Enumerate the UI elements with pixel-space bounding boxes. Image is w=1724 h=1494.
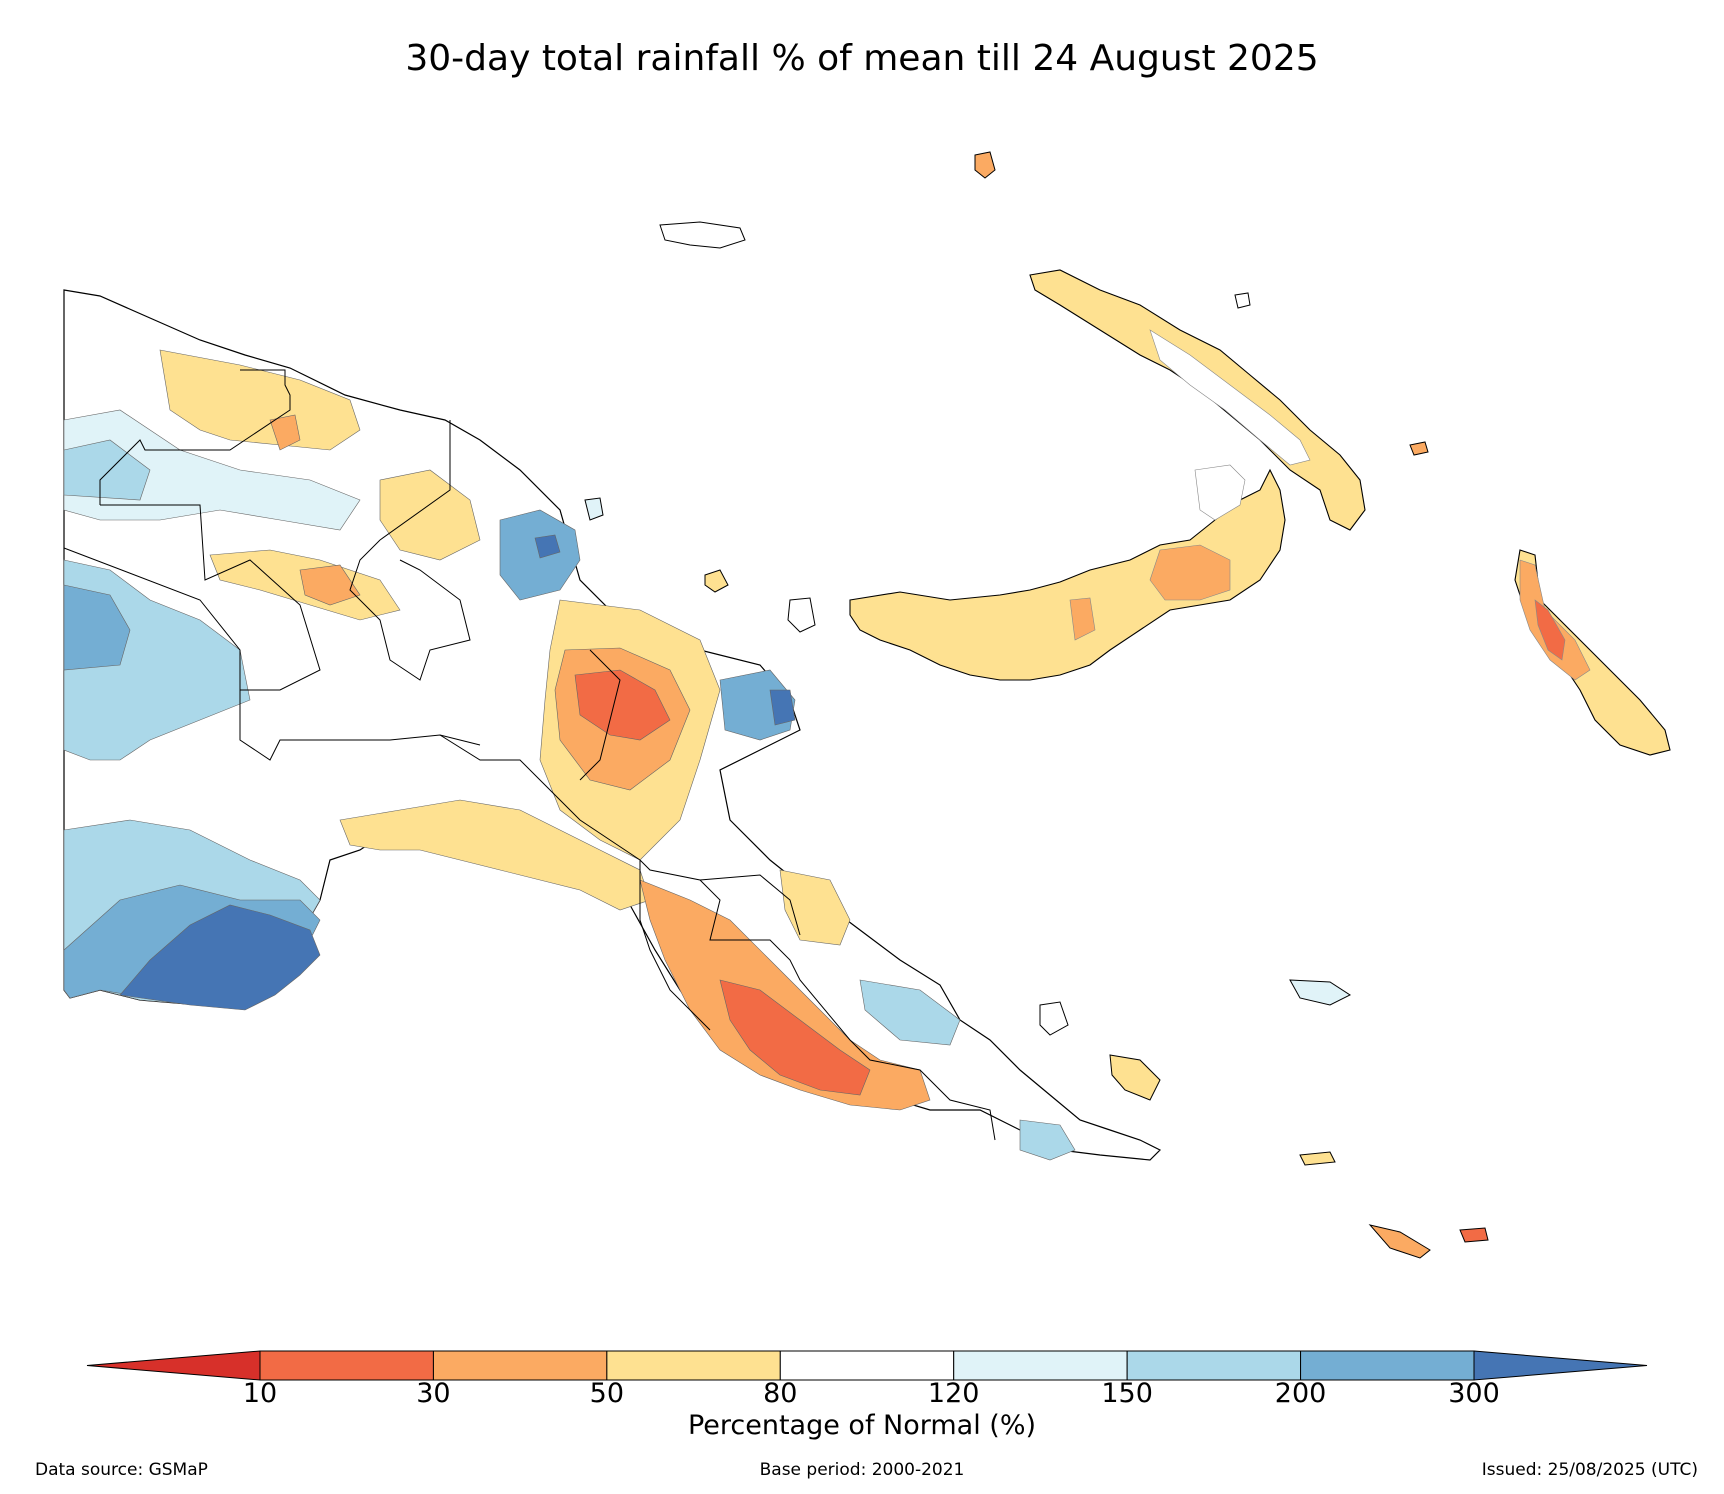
new-ireland [1029,269,1366,531]
new-britain-land [849,468,1286,681]
new-ireland-white [1149,329,1311,466]
bougainville-10-30 [1534,599,1566,661]
island-mussau [1234,292,1251,309]
fill-10-30-east-highlands [574,669,671,741]
new-britain-30-50-west [1069,597,1096,641]
colorbar [86,1350,1648,1381]
fill-10-30-south [719,979,871,1096]
colorbar-tick-label: 80 [763,1378,798,1409]
base-period: Base period: 2000-2021 [759,1460,965,1480]
colorbar-tick-label: 200 [1274,1378,1327,1409]
new-britain [849,464,1286,681]
colorbar-segment [1300,1350,1475,1381]
fill-30-50-north [269,414,301,451]
fill-30-50-central [299,564,361,606]
island-buka [1409,441,1429,456]
map-title: 30-day total rainfall % of mean till 24 … [405,38,1319,79]
colorbar-tick-label: 30 [416,1378,451,1409]
colorbar-segment [606,1350,781,1381]
colorbar-tick-label: 150 [1101,1378,1153,1409]
island-woodlark [1299,1151,1336,1166]
colorbar-tick-label: 50 [589,1378,625,1409]
fill-30-50-south [639,879,931,1111]
island-karkar [787,597,816,633]
colorbar-tick-label: 120 [927,1378,980,1409]
bougainville [1514,549,1671,756]
small-islands [584,151,1489,1259]
colorbar-segment [432,1350,608,1381]
island-umboi [704,569,729,593]
island-misima [1368,1224,1431,1259]
island-nissan [974,151,996,179]
issued-date: Issued: 25/08/2025 (UTC) [1481,1460,1698,1480]
island-rossel [1459,1227,1489,1243]
colorbar-tick-label: 300 [1448,1378,1500,1409]
colorbar-segment [779,1350,955,1381]
fill-150-200-tip [1019,1119,1076,1161]
colorbar-segment [1126,1350,1302,1381]
fill-50-80-gulf [339,799,651,911]
fill-50-80-highlands [379,469,481,561]
colorbar-segment [953,1350,1128,1381]
rainfall-fills [63,349,1076,1161]
colorbar-tick-label: 10 [242,1378,278,1409]
colorbar-label: Percentage of Normal (%) [687,1410,1037,1441]
fill-150-200-northwest [63,439,151,501]
fill-above-300-southwest [119,904,321,1011]
fill-above-300-madang [534,534,561,559]
colorbar-segment [1473,1350,1648,1381]
fill-200-300-west [63,584,131,671]
new-britain-30-50 [1149,544,1231,601]
new-britain-white-north [1194,464,1246,521]
data-source: Data source: GSMaP [35,1460,208,1480]
fill-150-200-milne [859,979,961,1046]
island-long [584,497,604,521]
island-normanby [1109,1054,1161,1101]
bougainville-30-50 [1519,559,1591,681]
province-borders [63,369,996,1141]
fill-50-80-north [159,349,361,451]
new-ireland-land [1029,269,1366,531]
island-ferguson [1039,1001,1069,1036]
colorbar-segment [259,1350,434,1381]
island-trobriand [1289,979,1352,1006]
manus-island [659,221,746,249]
colorbar-segment [86,1350,261,1381]
fill-above-300-morobe [769,689,796,726]
